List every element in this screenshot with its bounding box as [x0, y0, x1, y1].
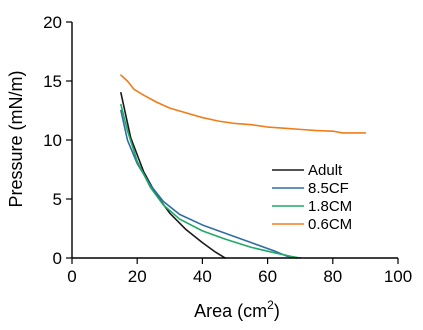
legend-label-1-8cm: 1.8CM	[308, 198, 352, 215]
legend-label-0-6cm: 0.6CM	[308, 216, 352, 233]
series-line-0-6cm	[120, 74, 367, 134]
y-tick-label: 10	[43, 131, 62, 150]
x-axis-title-superscript: 2	[267, 298, 274, 312]
x-tick-label: 20	[128, 267, 147, 286]
y-tick-label: 15	[43, 72, 62, 91]
legend-label-adult: Adult	[308, 162, 343, 179]
y-tick-label: 5	[53, 190, 62, 209]
x-tick-label: 40	[193, 267, 212, 286]
series-line-8-5cf	[120, 109, 298, 259]
x-tick-label: 0	[67, 267, 76, 286]
legend-label-8-5cf: 8.5CF	[308, 180, 349, 197]
y-tick-label: 0	[53, 249, 62, 268]
x-tick-label: 60	[258, 267, 277, 286]
series-line-adult	[120, 92, 227, 259]
y-axis-title: Pressure (mN/m)	[6, 70, 26, 207]
axes-layer: 0 20 40 60 80 100 0 5 10 15 20	[43, 13, 412, 286]
series-layer	[120, 74, 367, 259]
x-axis-title-close: )	[274, 301, 280, 321]
x-axis-title-main: Area (cm	[194, 301, 267, 321]
x-tick-label: 100	[384, 267, 412, 286]
x-tick-label: 80	[323, 267, 342, 286]
series-line-1-8cm	[120, 103, 301, 259]
y-tick-label: 20	[43, 13, 62, 32]
x-axis-title: Area (cm2)	[194, 298, 280, 321]
